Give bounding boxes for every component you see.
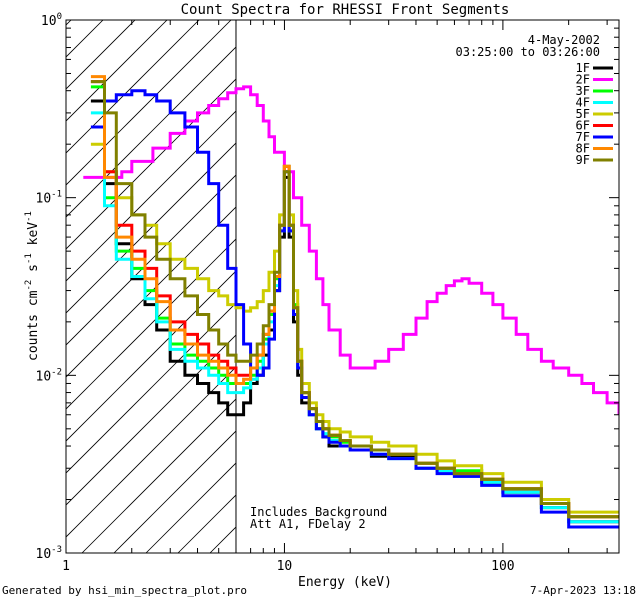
hatch-line	[113, 430, 236, 553]
footer-timestamp: 7-Apr-2023 13:18	[530, 584, 636, 597]
hatch-line	[66, 174, 236, 346]
legend-label: 4F	[576, 96, 590, 110]
hatch-line	[66, 20, 104, 58]
legend-label: 7F	[576, 130, 590, 144]
series-9f	[90, 80, 619, 519]
hatch-line	[66, 270, 236, 442]
hatch-line	[66, 206, 236, 378]
hatch-line	[66, 302, 236, 474]
hatch-line	[81, 398, 236, 553]
legend-label: 6F	[576, 119, 590, 133]
legend-label: 9F	[576, 153, 590, 167]
hatch-line	[66, 20, 72, 26]
hatch-line	[177, 494, 236, 553]
x-axis-label: Energy (keV)	[298, 575, 392, 590]
axis-ticks	[65, 19, 619, 554]
hatch-line	[66, 238, 236, 410]
legend-label: 2F	[576, 73, 590, 87]
observation-time-range: 03:25:00 to 03:26:00	[456, 45, 601, 59]
hatch-line	[66, 110, 236, 282]
legend-label: 3F	[576, 84, 590, 98]
x-tick-label: 10	[277, 559, 293, 574]
hatch-line	[66, 366, 236, 538]
y-tick-label: 10-2	[36, 367, 63, 384]
legend-label: 5F	[576, 107, 590, 121]
series-2f	[83, 85, 619, 415]
hatch-line	[145, 462, 236, 553]
hatch-line	[66, 20, 136, 90]
legend-label: 1F	[576, 61, 590, 75]
x-tick-label: 100	[491, 559, 514, 574]
footer-generator: Generated by hsi_min_spectra_plot.pro	[2, 584, 247, 597]
attenuator-annotation: Att A1, FDelay 2	[250, 517, 366, 531]
hatch-line	[66, 334, 236, 506]
y-tick-label: 10-1	[36, 190, 63, 207]
series-layer	[83, 75, 619, 529]
legend-label: 8F	[576, 142, 590, 156]
plot-frame	[65, 19, 620, 554]
hatch-line	[66, 20, 200, 154]
observation-date: 4-May-2002	[528, 33, 600, 47]
y-axis-label: counts cm-2 s-1 keV-1	[24, 211, 41, 361]
hatch-line	[66, 78, 236, 250]
hatch-line	[66, 46, 236, 218]
background-annotation: Includes Background	[250, 505, 387, 519]
x-tick-label: 1	[62, 559, 70, 574]
hatch-line	[66, 142, 236, 314]
y-tick-label: 10-3	[36, 545, 63, 562]
chart-title: Count Spectra for RHESSI Front Segments	[181, 2, 510, 18]
y-tick-label: 100	[41, 12, 62, 29]
hatch-line	[66, 20, 232, 186]
